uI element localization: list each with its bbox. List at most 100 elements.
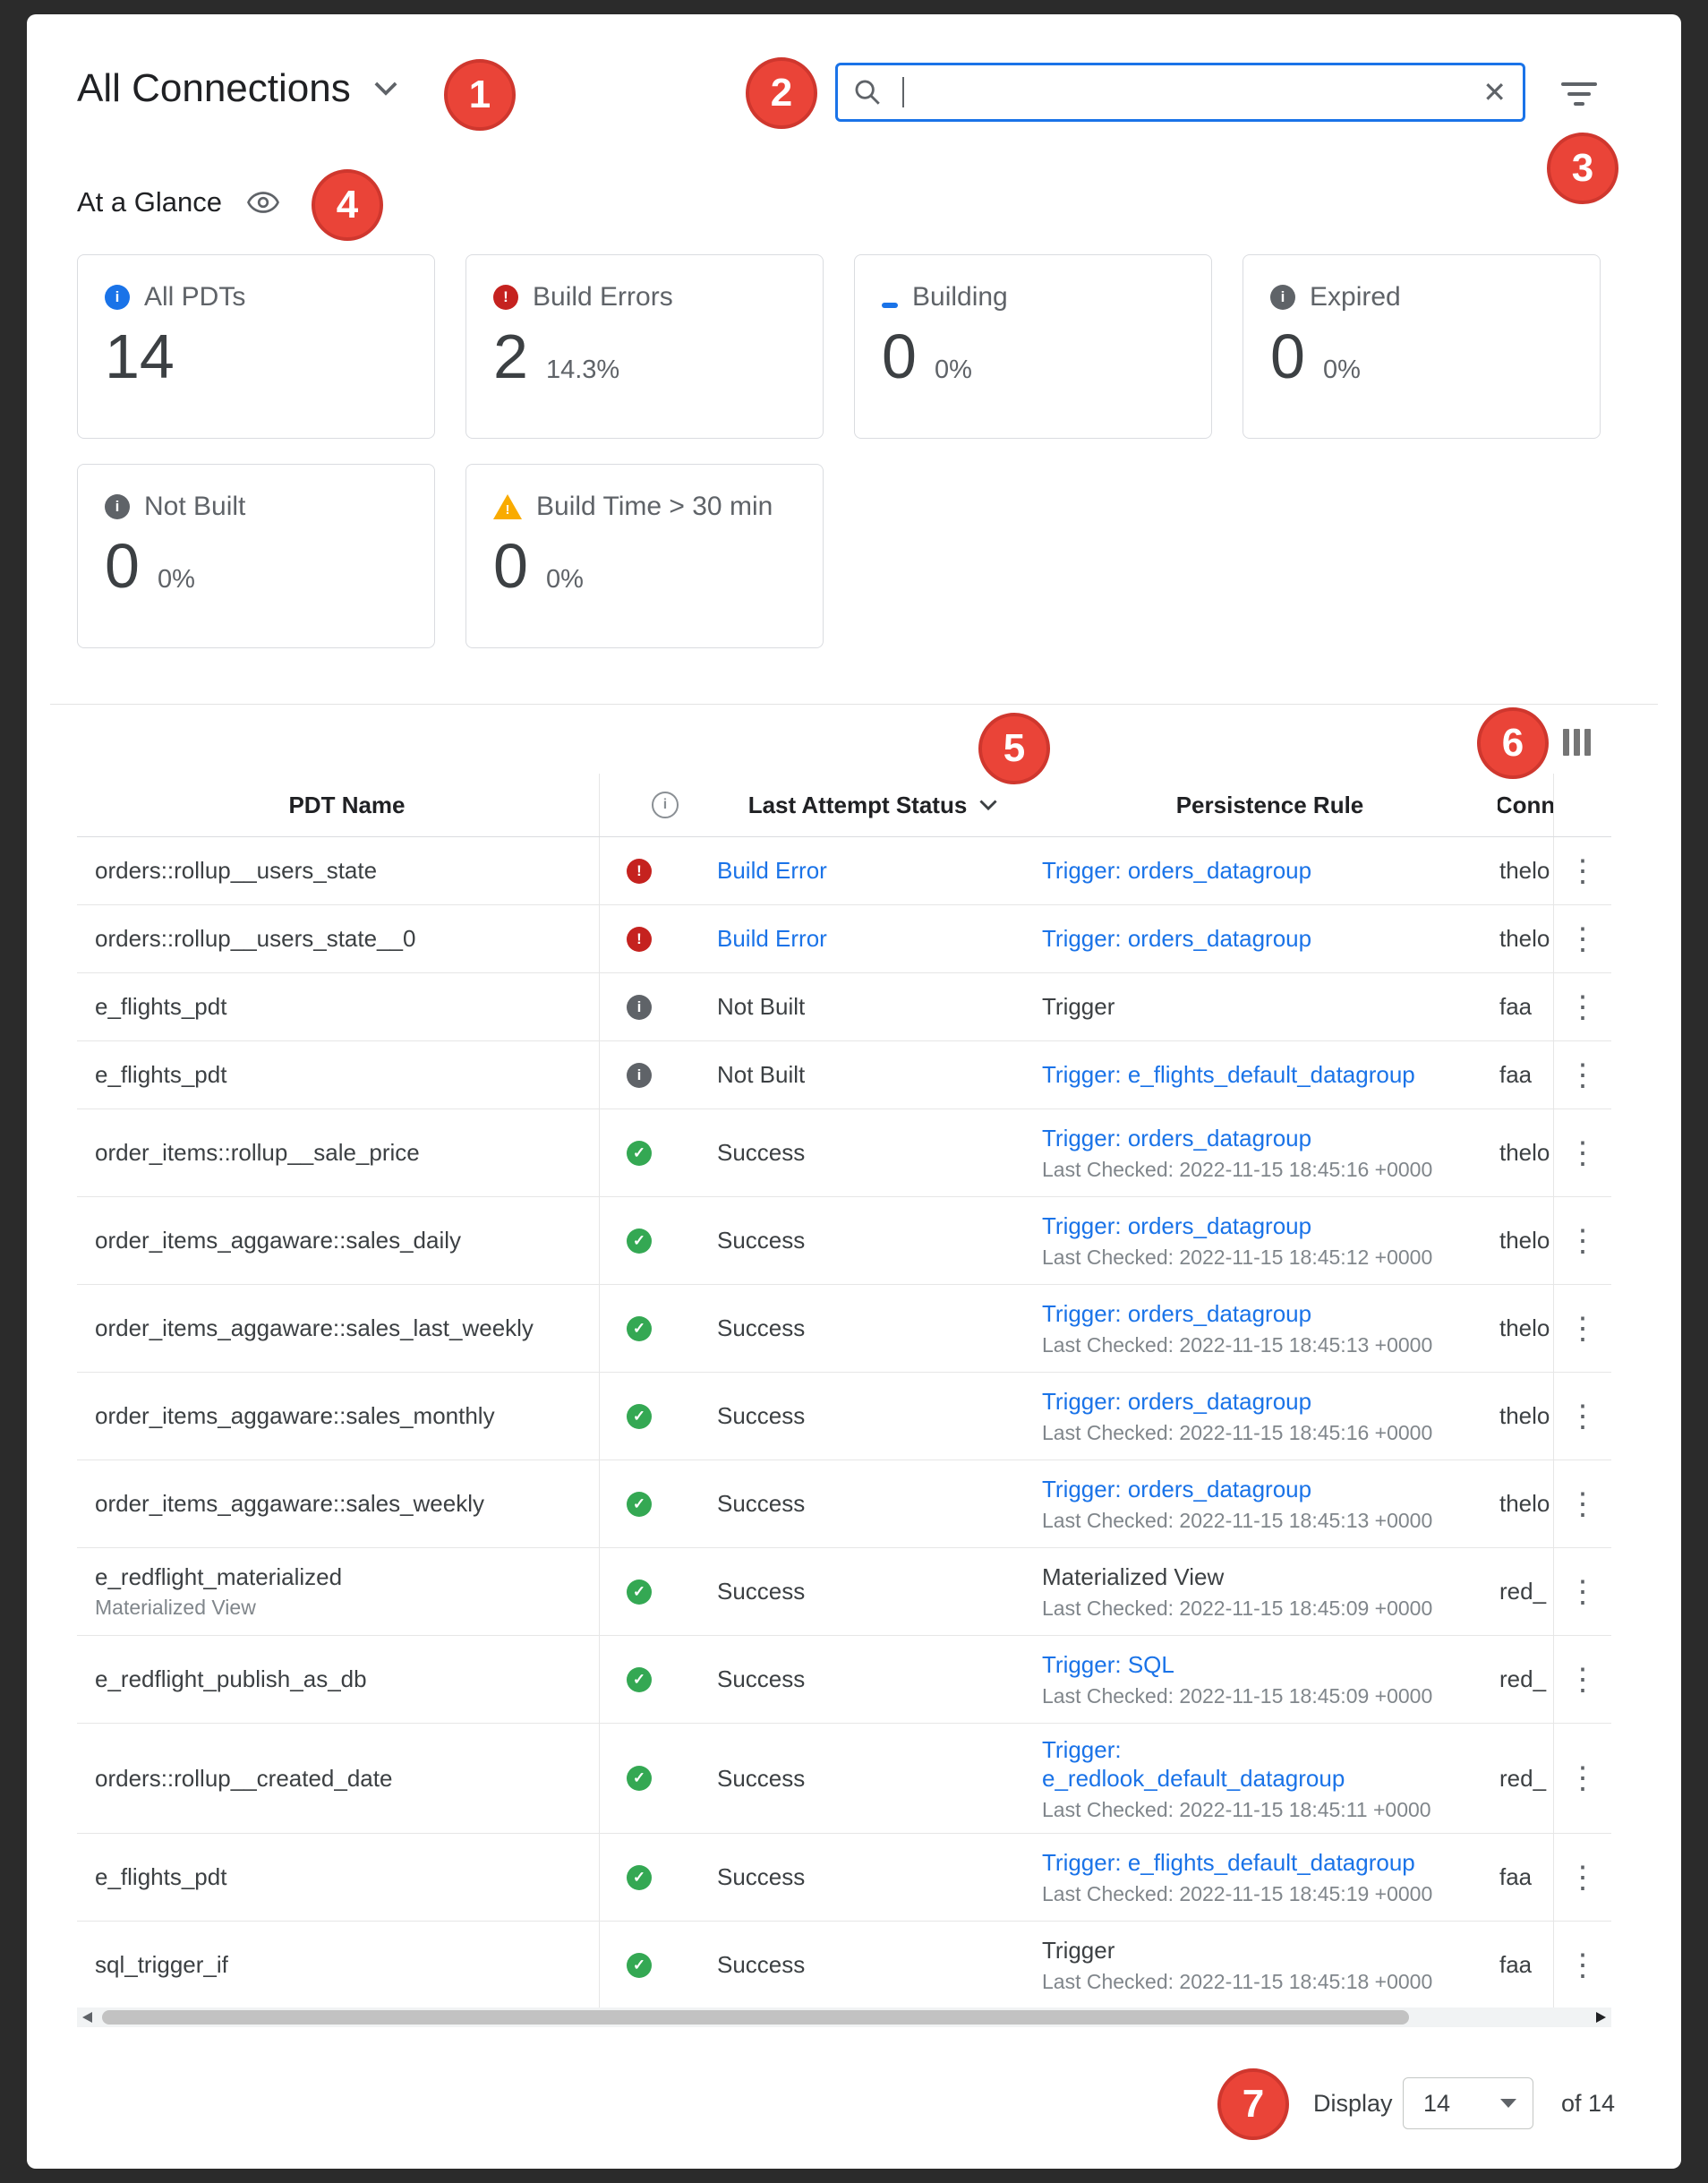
at-a-glance-header: At a Glance (77, 186, 279, 218)
status-text: Success (717, 1402, 806, 1429)
table-row: orders::rollup__users_state! Build Error T… (77, 837, 1611, 905)
not-built-icon: i (627, 994, 652, 1020)
persistence-rule[interactable]: Trigger: orders_datagroup (1042, 1388, 1312, 1416)
clear-search-icon[interactable]: ✕ (1482, 76, 1507, 108)
glance-card-all-pdts[interactable]: i All PDTs 14 (77, 254, 435, 439)
card-percent: 0% (1322, 355, 1361, 384)
persistence-rule[interactable]: Trigger: e_flights_default_datagroup (1042, 1061, 1415, 1089)
info-outline-icon[interactable]: i (652, 792, 679, 818)
horizontal-scrollbar[interactable] (77, 2008, 1611, 2027)
page-size-value: 14 (1423, 2089, 1451, 2117)
persistence-rule[interactable]: e_redlook_default_datagroup (1042, 1765, 1345, 1792)
connection-cell: thelo (1499, 1490, 1550, 1517)
kebab-menu-icon[interactable]: ⋮ (1567, 1662, 1598, 1697)
sort-chevron-icon (979, 799, 997, 810)
glance-card-expired[interactable]: i Expired 0 0% (1243, 254, 1601, 439)
last-checked: Last Checked: 2022-11-15 18:45:19 +0000 (1042, 1881, 1433, 1905)
kebab-menu-icon[interactable]: ⋮ (1567, 1948, 1598, 1982)
status-cell: Success (704, 1636, 1029, 1723)
glance-card-build-time-30-min[interactable]: ! Build Time > 30 min 0 0% (465, 464, 824, 648)
last-checked: Last Checked: 2022-11-15 18:45:16 +0000 (1042, 1420, 1433, 1444)
kebab-menu-icon[interactable]: ⋮ (1567, 1057, 1598, 1092)
scroll-right-arrow-icon[interactable] (1596, 2012, 1606, 2023)
success-icon: ✓ (627, 1579, 652, 1605)
kebab-menu-icon[interactable]: ⋮ (1567, 989, 1598, 1024)
pdt-name-cell: order_items_aggaware::sales_weekly (77, 1460, 599, 1547)
status-text[interactable]: Build Error (717, 925, 827, 952)
persistence-rule: Materialized View (1042, 1563, 1225, 1591)
kebab-menu-icon[interactable]: ⋮ (1567, 1574, 1598, 1609)
page-title: All Connections (77, 66, 351, 110)
persistence-rule[interactable]: Trigger: orders_datagroup (1042, 1125, 1312, 1152)
row-menu-cell: ⋮ (1553, 1109, 1611, 1196)
header-pdt-name: PDT Name (288, 791, 406, 818)
last-checked: Last Checked: 2022-11-15 18:45:09 +0000 (1042, 1596, 1433, 1620)
search-input[interactable]: ✕ (835, 63, 1525, 122)
kebab-menu-icon[interactable]: ⋮ (1567, 1761, 1598, 1795)
pdt-name-cell: order_items_aggaware::sales_last_weekly (77, 1285, 599, 1372)
status-icon-cell: i (599, 1041, 704, 1109)
status-text[interactable]: Build Error (717, 857, 827, 884)
status-icon-cell: ✓ (599, 1109, 704, 1196)
card-value: 0 (882, 321, 917, 391)
status-cell: Success (704, 1834, 1029, 1921)
persistence-rule[interactable]: Trigger: orders_datagroup (1042, 925, 1312, 953)
status-cell: Success (704, 1460, 1029, 1547)
persistence-rule[interactable]: Trigger: (1042, 1735, 1122, 1763)
kebab-menu-icon[interactable]: ⋮ (1567, 921, 1598, 956)
pdt-name: e_flights_pdt (95, 1863, 227, 1890)
connection-cell: faa (1499, 1863, 1533, 1890)
pdt-name: order_items_aggaware::sales_weekly (95, 1490, 485, 1517)
status-icon-cell: ! (599, 905, 704, 972)
page-size-select[interactable]: 14 (1403, 2077, 1533, 2129)
column-selector-icon[interactable] (1563, 729, 1591, 756)
connection-selector[interactable]: All Connections (77, 66, 397, 111)
kebab-menu-icon[interactable]: ⋮ (1567, 853, 1598, 888)
kebab-menu-icon[interactable]: ⋮ (1567, 1486, 1598, 1521)
kebab-menu-icon[interactable]: ⋮ (1567, 1399, 1598, 1434)
persistence-cell: Trigger: orders_datagroup Last Checked: 2… (1029, 1109, 1498, 1196)
persistence-rule[interactable]: Trigger: e_flights_default_datagroup (1042, 1849, 1415, 1877)
persistence-rule[interactable]: Trigger: orders_datagroup (1042, 857, 1312, 885)
pdt-name: e_redflight_publish_as_db (95, 1665, 367, 1692)
persistence-rule[interactable]: Trigger: orders_datagroup (1042, 1212, 1312, 1240)
persistence-cell: Trigger: e_redlook_default_datagroup Last … (1029, 1724, 1498, 1833)
persistence-cell: Trigger: e_flights_default_datagroup Last… (1029, 1834, 1498, 1921)
pdt-name-cell: order_items::rollup__sale_price (77, 1109, 599, 1196)
table-row: orders::rollup__users_state__0! Build Err… (77, 905, 1611, 973)
row-menu-cell: ⋮ (1553, 1285, 1611, 1372)
pdt-name: sql_trigger_if (95, 1951, 228, 1978)
eye-icon[interactable] (247, 192, 279, 213)
table-row: order_items_aggaware::sales_daily ✓ Succes… (77, 1197, 1611, 1285)
glance-card-not-built[interactable]: i Not Built 0 0% (77, 464, 435, 648)
status-text: Success (717, 1139, 806, 1166)
status-icon-cell: i (599, 973, 704, 1040)
success-icon: ✓ (627, 1403, 652, 1429)
card-value: 14 (105, 321, 175, 391)
connection-cell: red_ (1499, 1665, 1547, 1692)
status-icon-cell: ✓ (599, 1922, 704, 2008)
persistence-rule[interactable]: Trigger: SQL (1042, 1651, 1174, 1679)
persistence-cell: Trigger: SQL Last Checked: 2022-11-15 18:… (1029, 1636, 1498, 1723)
glance-card-build-errors[interactable]: ! Build Errors 2 14.3% (465, 254, 824, 439)
success-icon: ✓ (627, 1864, 652, 1890)
pdt-name: order_items_aggaware::sales_daily (95, 1227, 462, 1254)
glance-card-building[interactable]: Building 0 0% (854, 254, 1212, 439)
kebab-menu-icon[interactable]: ⋮ (1567, 1311, 1598, 1346)
header-last-attempt-status[interactable]: Last Attempt Status (704, 774, 1029, 836)
table-row: order_items_aggaware::sales_monthly ✓ Succ… (77, 1373, 1611, 1460)
kebab-menu-icon[interactable]: ⋮ (1567, 1223, 1598, 1258)
pdt-name-cell: e_flights_pdt (77, 973, 599, 1040)
scroll-left-arrow-icon[interactable] (82, 2012, 92, 2023)
kebab-menu-icon[interactable]: ⋮ (1567, 1860, 1598, 1895)
status-cell: Build Error (704, 905, 1029, 972)
status-cell: Success (704, 1197, 1029, 1284)
scrollbar-thumb[interactable] (102, 2010, 1409, 2025)
status-cell: Not Built (704, 973, 1029, 1040)
persistence-rule[interactable]: Trigger: orders_datagroup (1042, 1476, 1312, 1503)
persistence-rule[interactable]: Trigger: orders_datagroup (1042, 1300, 1312, 1328)
pdt-name-cell: e_redflight_materialized Materialized Vie… (77, 1548, 599, 1635)
filter-icon[interactable] (1559, 82, 1599, 111)
status-cell: Build Error (704, 837, 1029, 904)
kebab-menu-icon[interactable]: ⋮ (1567, 1135, 1598, 1170)
